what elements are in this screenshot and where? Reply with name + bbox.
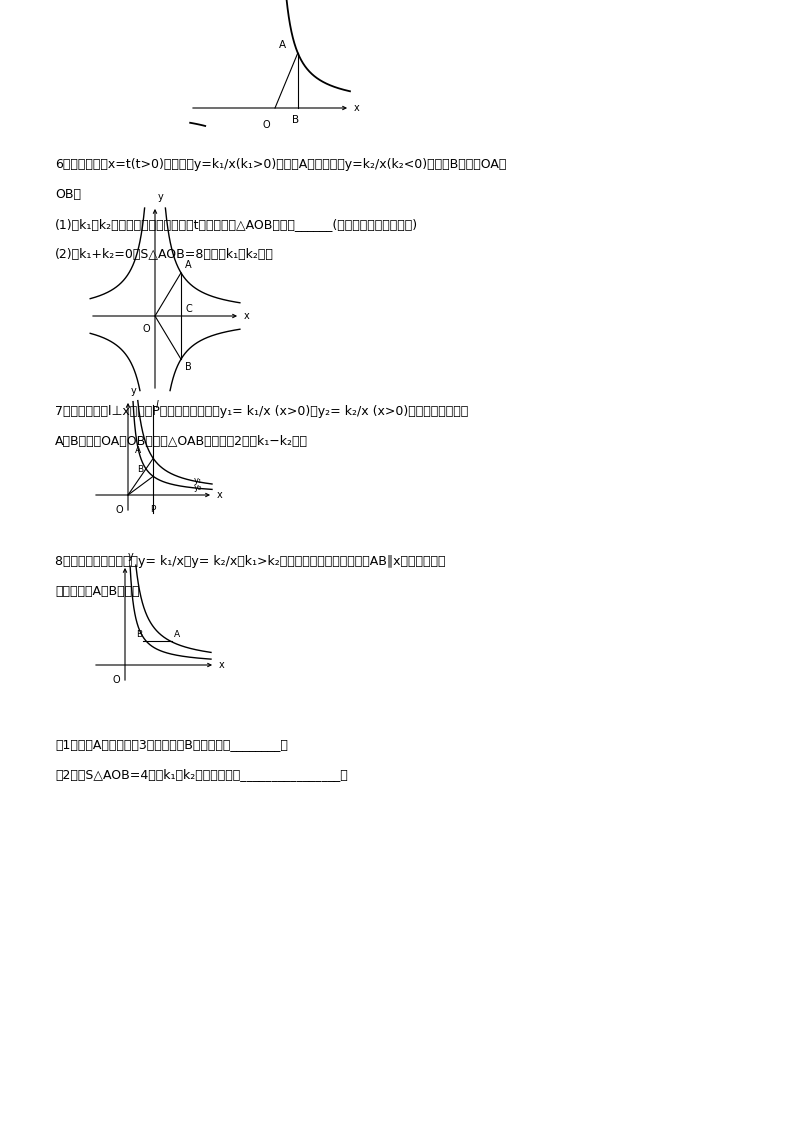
Text: 7．如图，直线l⊥x轴于点P，且与反比例函数y₁= k₁/x (x>0)及y₂= k₂/x (x>0)的图象分别交于点: 7．如图，直线l⊥x轴于点P，且与反比例函数y₁= k₁/x (x>0)及y₂=… bbox=[55, 405, 468, 418]
Text: B: B bbox=[136, 630, 142, 639]
Text: （1）若点A的纵坐标是3，则可得点B的纵坐标是________．: （1）若点A的纵坐标是3，则可得点B的纵坐标是________． bbox=[55, 738, 288, 751]
Text: A: A bbox=[135, 446, 141, 455]
Text: (1)当k₁、k₂分别为某一确定值时，随t值的增大，△AOB的面积______(填增大、不变、或减小): (1)当k₁、k₂分别为某一确定值时，随t值的增大，△AOB的面积______(… bbox=[55, 218, 418, 231]
Text: 两条曲线于A、B两点．: 两条曲线于A、B两点． bbox=[55, 585, 140, 599]
Text: B: B bbox=[137, 465, 143, 474]
Text: O: O bbox=[142, 325, 150, 334]
Text: O: O bbox=[115, 505, 123, 515]
Text: （2）若S△AOB=4，则k₁与k₂之间的关系是________________．: （2）若S△AOB=4，则k₁与k₂之间的关系是________________… bbox=[55, 768, 348, 780]
Text: A: A bbox=[279, 40, 286, 51]
Text: y: y bbox=[158, 192, 164, 202]
Text: l: l bbox=[155, 400, 158, 410]
Text: C: C bbox=[185, 304, 191, 314]
Text: A: A bbox=[185, 259, 191, 270]
Text: (2)当k₁+k₂=0，S△AOB=8时，求k₁、k₂的值: (2)当k₁+k₂=0，S△AOB=8时，求k₁、k₂的值 bbox=[55, 248, 274, 261]
Text: y: y bbox=[128, 551, 133, 562]
Text: B: B bbox=[292, 115, 299, 125]
Text: A: A bbox=[173, 630, 179, 639]
Text: 8．如图，是反比例函数y= k₁/x和y= k₂/x（k₁>k₂）在第一象限的图象，直线AB∥x轴，并分别交: 8．如图，是反比例函数y= k₁/x和y= k₂/x（k₁>k₂）在第一象限的图… bbox=[55, 555, 445, 568]
Text: x: x bbox=[217, 490, 223, 500]
Text: O: O bbox=[113, 675, 120, 685]
Text: x: x bbox=[244, 311, 250, 321]
Text: y: y bbox=[131, 386, 137, 396]
Text: A，B，连接OA，OB，已知△OAB的面积为2，求k₁−k₂的值: A，B，连接OA，OB，已知△OAB的面积为2，求k₁−k₂的值 bbox=[55, 435, 308, 448]
Text: B: B bbox=[185, 363, 191, 372]
Text: 6．如图，直线x=t(t>0)与双曲线y=k₁/x(k₁>0)交于点A，与双曲线y=k₂/x(k₂<0)交于点B，连接OA，: 6．如图，直线x=t(t>0)与双曲线y=k₁/x(k₁>0)交于点A，与双曲线… bbox=[55, 158, 507, 171]
Text: x: x bbox=[354, 103, 360, 113]
Text: O: O bbox=[262, 120, 270, 130]
Text: P: P bbox=[151, 505, 156, 514]
Text: x: x bbox=[219, 660, 225, 670]
Text: y₁: y₁ bbox=[194, 476, 202, 485]
Text: y₂: y₂ bbox=[194, 483, 202, 492]
Text: OB．: OB． bbox=[55, 188, 81, 201]
